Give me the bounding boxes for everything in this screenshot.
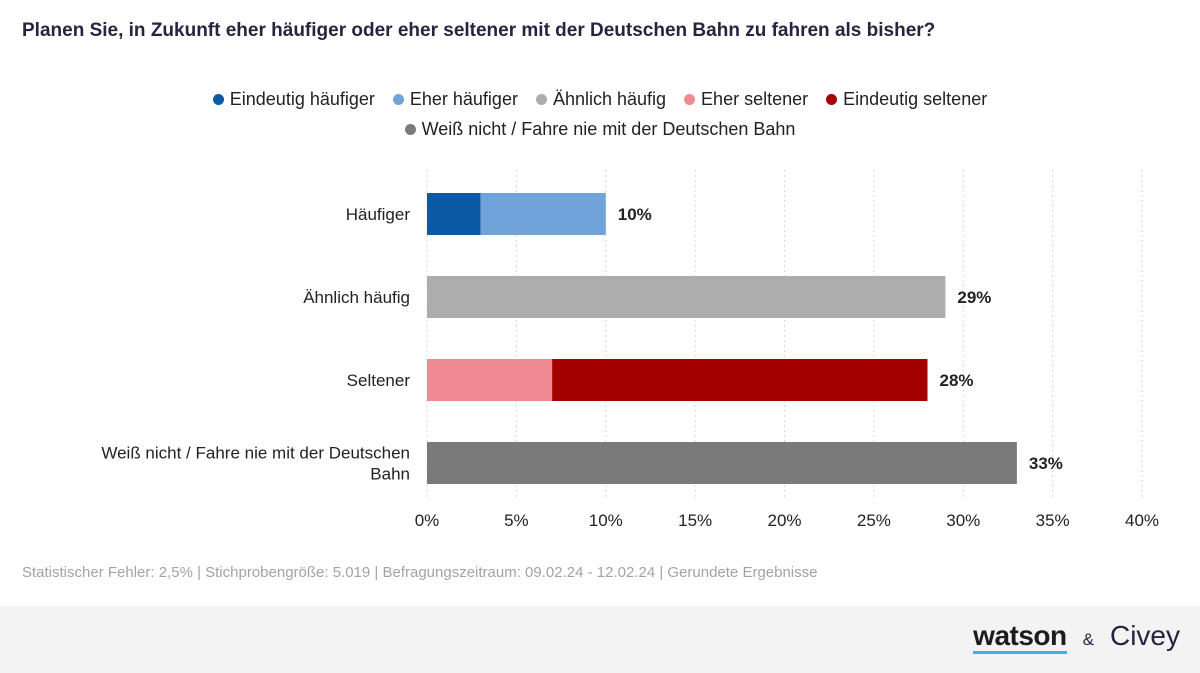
- x-tick-label: 30%: [946, 511, 980, 530]
- category-label: Ähnlich häufig: [303, 288, 410, 307]
- x-tick-label: 40%: [1125, 511, 1159, 530]
- legend-item-eindeutig-haeufiger: Eindeutig häufiger: [212, 88, 375, 110]
- legend-label: Eher häufiger: [409, 88, 518, 109]
- bar-segment: [480, 193, 606, 235]
- x-tick-label: 5%: [504, 511, 529, 530]
- legend-item-weiss-nicht: Weiß nicht / Fahre nie mit der Deutschen…: [404, 118, 796, 140]
- category-label-line: Bahn: [370, 465, 410, 484]
- legend-swatch: [404, 123, 416, 135]
- watson-logo: watson: [973, 620, 1067, 654]
- category-label-line: Ähnlich häufig: [303, 288, 410, 307]
- bar-segment: [427, 193, 481, 235]
- x-tick-label: 25%: [857, 511, 891, 530]
- legend-swatch: [392, 93, 404, 105]
- bar-segment: [427, 442, 1017, 484]
- watson-logo-text: watson: [973, 620, 1067, 651]
- legend-item-eindeutig-seltener: Eindeutig seltener: [826, 89, 987, 110]
- data-label: 33%: [1029, 454, 1063, 473]
- data-label: 28%: [940, 371, 974, 390]
- legend-label: Eindeutig häufiger: [229, 88, 375, 109]
- civey-logo: Civey: [1109, 620, 1180, 651]
- watson-logo-underline: [973, 651, 1067, 654]
- category-label-line: Seltener: [347, 371, 411, 390]
- legend-label: Weiß nicht / Fahre nie mit der Deutschen…: [421, 118, 796, 139]
- x-tick-label: 10%: [589, 511, 623, 530]
- brand-ampersand: &: [1082, 630, 1094, 649]
- data-label: 10%: [618, 205, 652, 224]
- category-label: Häufiger: [346, 205, 411, 224]
- bar-segment: [427, 276, 946, 318]
- bar-segment: [427, 359, 553, 401]
- category-label: Seltener: [347, 371, 411, 390]
- footer-bar: [0, 606, 1200, 673]
- category-label-line: Häufiger: [346, 205, 411, 224]
- legend-label: Eher seltener: [701, 88, 809, 109]
- x-tick-label: 35%: [1036, 511, 1070, 530]
- x-tick-label: 20%: [767, 511, 801, 530]
- category-label: Weiß nicht / Fahre nie mit der Deutschen…: [101, 444, 410, 484]
- chart-legend: Eindeutig häufiger Eher häufiger Ähnlich…: [0, 84, 1200, 144]
- data-label: 29%: [957, 288, 991, 307]
- brand-logos: watson & Civey: [973, 620, 1180, 654]
- legend-item-eher-seltener: Eher seltener: [684, 89, 808, 110]
- chart-title: Planen Sie, in Zukunft eher häufiger ode…: [22, 20, 936, 41]
- legend-item-eher-haeufiger: Eher häufiger: [392, 88, 518, 110]
- category-label-line: Weiß nicht / Fahre nie mit der Deutschen: [101, 444, 410, 463]
- x-tick-label: 15%: [678, 511, 712, 530]
- legend-swatch: [212, 93, 224, 105]
- legend-swatch: [826, 93, 838, 105]
- bar-chart: 0% 5% 10% 15% 20% 25% 30% 35% 40% 10% Häufiger 29% Ä…: [101, 170, 1159, 530]
- bar-segment: [552, 359, 928, 401]
- legend-swatch: [684, 93, 696, 105]
- x-tick-label: 0%: [415, 511, 440, 530]
- legend-item-aehnlich-haeufig: Ähnlich häufig: [535, 88, 667, 110]
- footer-note: Statistischer Fehler: 2,5% | Stichproben…: [22, 564, 818, 581]
- legend-label: Eindeutig seltener: [843, 88, 988, 109]
- legend-label: Ähnlich häufig: [552, 88, 667, 109]
- legend-swatch: [535, 93, 547, 105]
